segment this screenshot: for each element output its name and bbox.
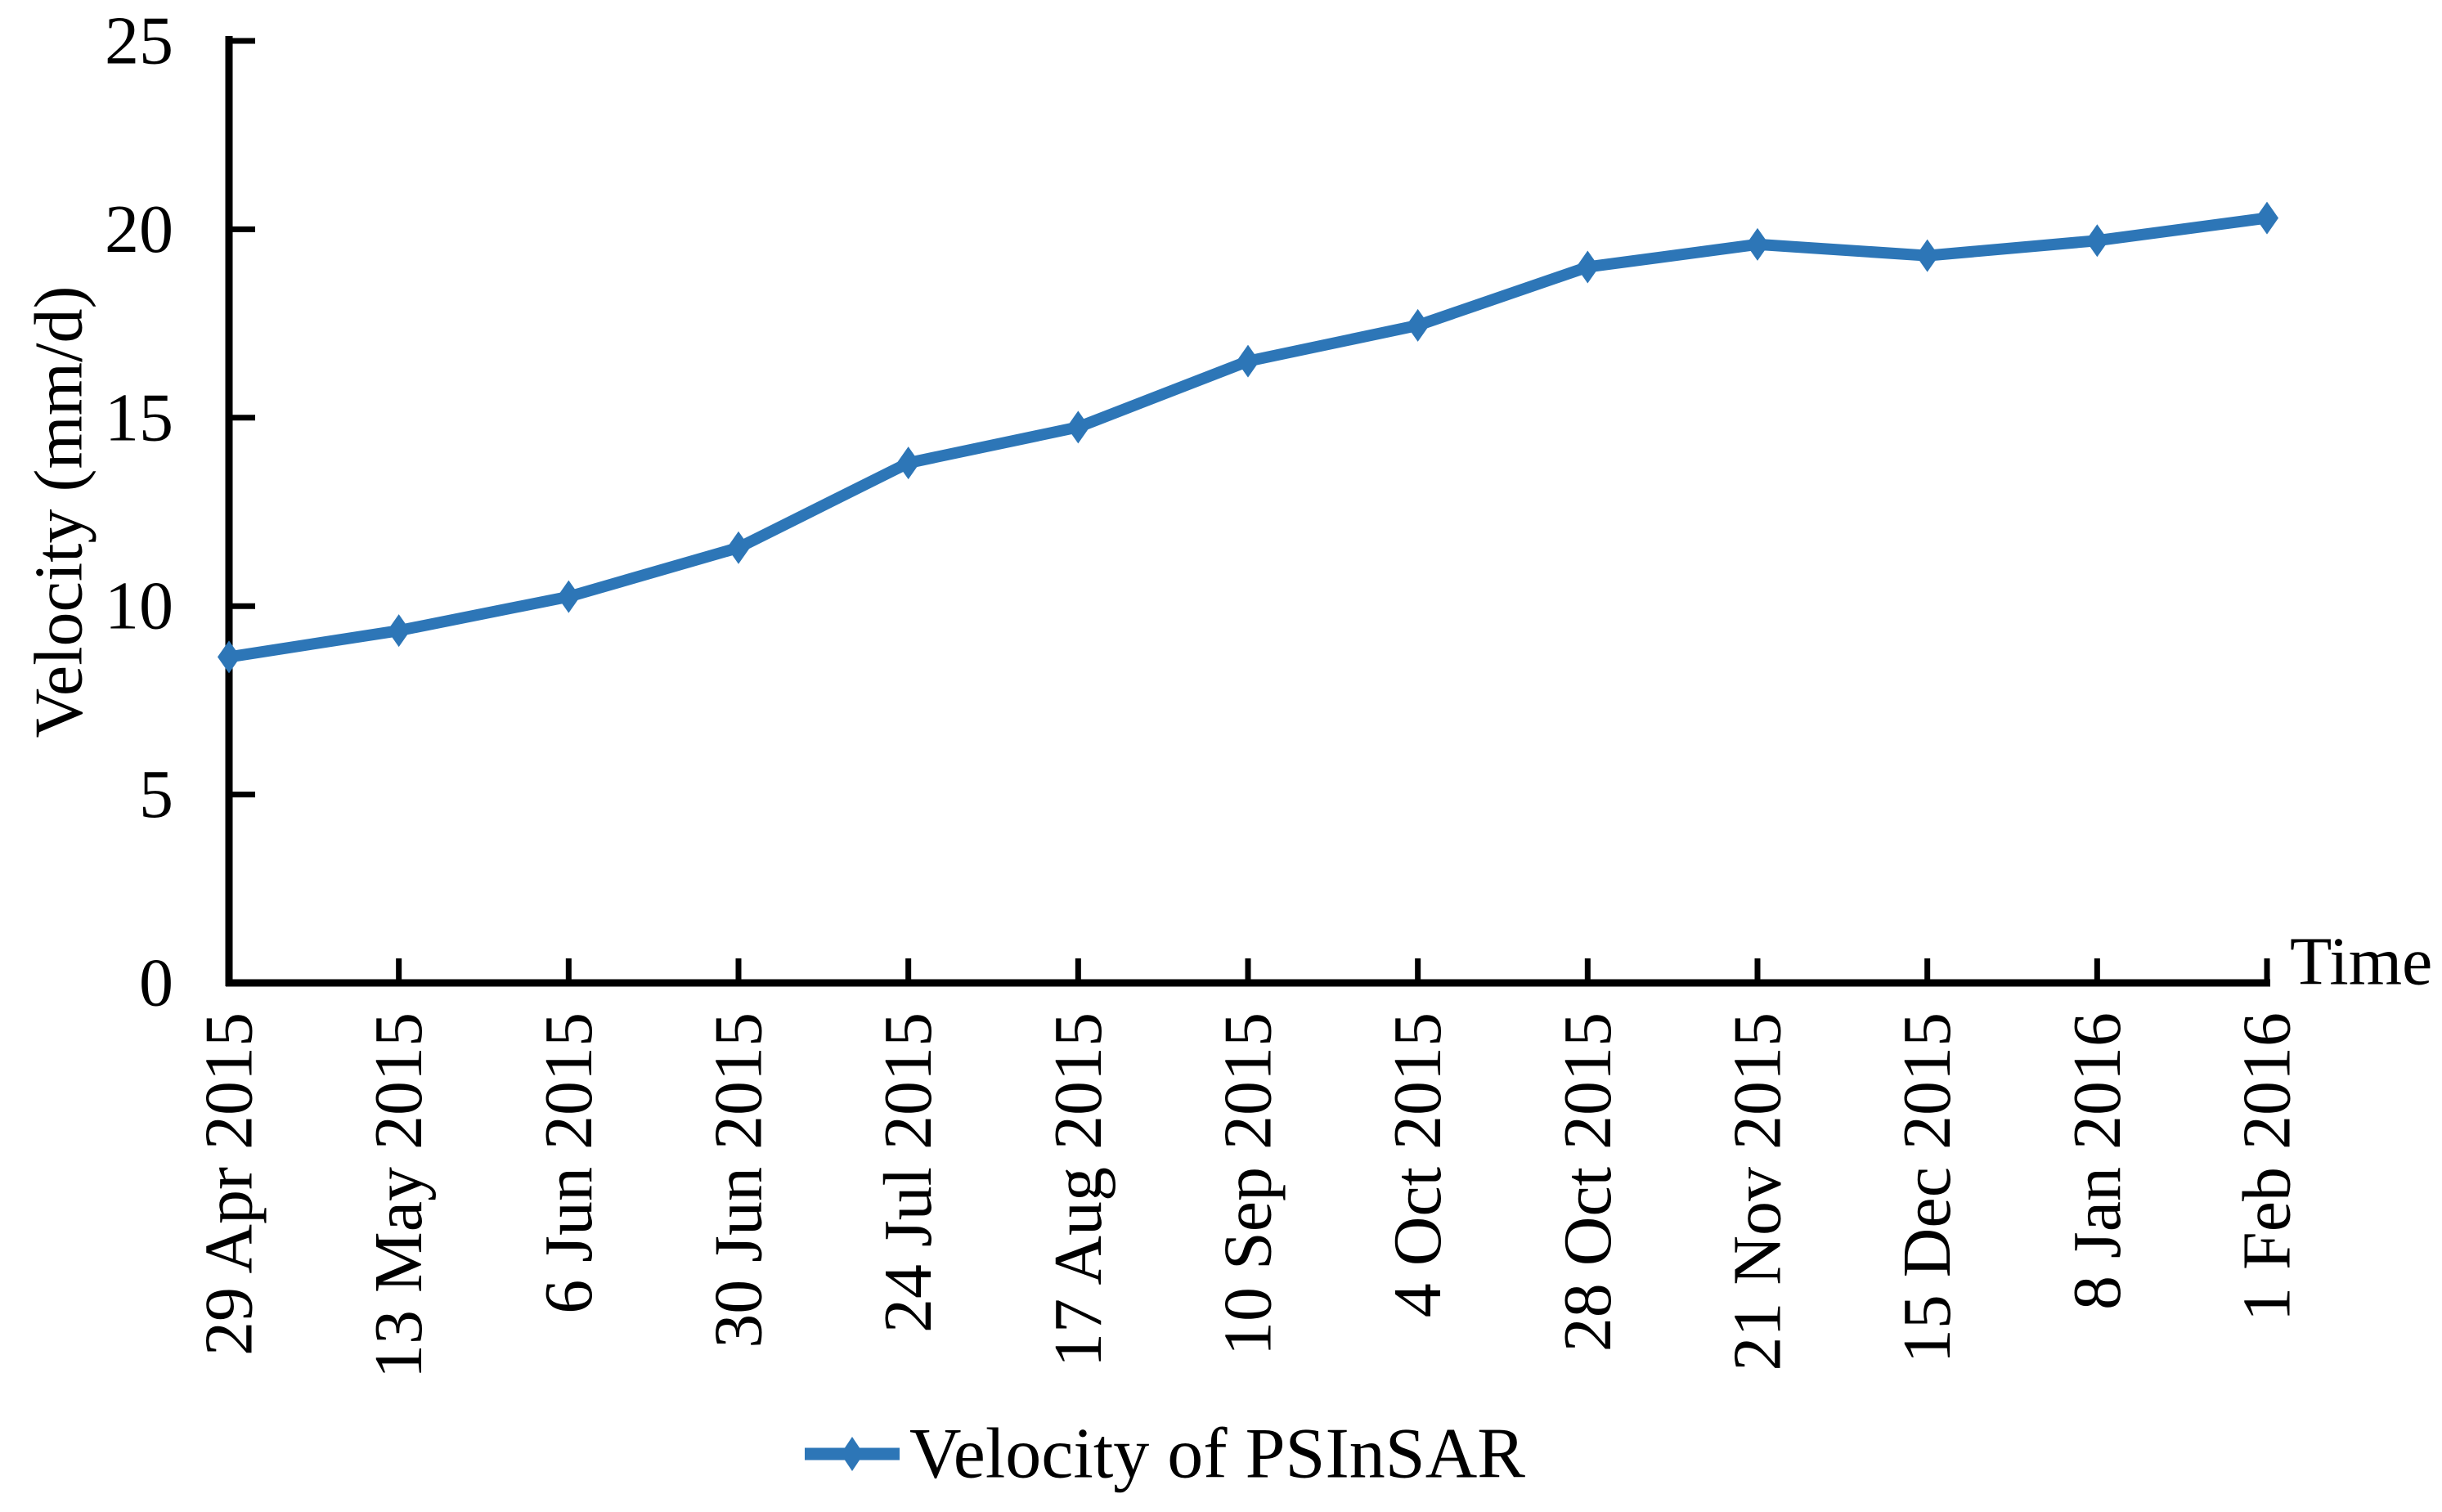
y-tick-label: 10: [105, 568, 173, 644]
data-point-marker: [896, 446, 920, 480]
y-tick-label: 0: [139, 945, 173, 1021]
x-tick-label: 15 Dec 2015: [1889, 1012, 1965, 1363]
x-tick-label: 1 Feb 2016: [2229, 1012, 2305, 1321]
x-axis-title: Time: [2290, 924, 2432, 1000]
x-tick-label: 4 Oct 2015: [1380, 1012, 1456, 1317]
y-axis-title: Velocity (mm/d): [21, 286, 97, 738]
y-tick-label: 15: [105, 379, 173, 455]
data-point-marker: [1746, 227, 1769, 261]
data-point-marker: [557, 580, 581, 613]
data-point-marker: [727, 531, 750, 564]
data-point-marker: [218, 640, 240, 674]
data-point-marker: [1066, 411, 1090, 444]
series-line: [223, 212, 2273, 663]
x-tick-label: 30 Jun 2015: [701, 1012, 777, 1348]
data-point-marker: [2085, 224, 2109, 258]
x-tick-label: 6 Jun 2015: [531, 1012, 607, 1314]
x-tick-label: 10 Sep 2015: [1210, 1012, 1286, 1356]
legend-point-marker: [841, 1437, 864, 1471]
x-tick-label: 24 Jul 2015: [870, 1012, 946, 1333]
y-tick-label: 20: [105, 191, 173, 267]
y-tick-label: 25: [105, 3, 173, 79]
data-point-marker: [1915, 239, 1939, 272]
x-tick-label: 29 Apr 2015: [191, 1012, 267, 1356]
x-tick-label: 28 Oct 2015: [1550, 1012, 1626, 1352]
data-point-marker: [1406, 308, 1430, 342]
data-point-marker: [1237, 344, 1259, 378]
axes-layer: [225, 36, 2270, 987]
x-tick-label: 21 Nov 2015: [1720, 1012, 1796, 1371]
legend-label: Velocity of PSInSAR: [909, 1415, 1525, 1494]
x-tick-label: 13 May 2015: [361, 1012, 437, 1379]
legend: Velocity of PSInSAR: [805, 1415, 1525, 1494]
y-tick-label: 5: [139, 756, 173, 832]
data-point-marker: [2256, 201, 2278, 235]
tick-labels-layer: 0 5 10 15 20 25 29 Apr 2015 13 May 2015 6 Jun 20…: [105, 3, 2305, 1379]
x-tick-label: 17 Aug 2015: [1040, 1012, 1116, 1367]
data-point-marker: [1576, 250, 1600, 284]
x-tick-label: 8 Jan 2016: [2059, 1012, 2135, 1310]
data-point-marker: [387, 614, 411, 648]
series-layer: [218, 201, 2278, 674]
